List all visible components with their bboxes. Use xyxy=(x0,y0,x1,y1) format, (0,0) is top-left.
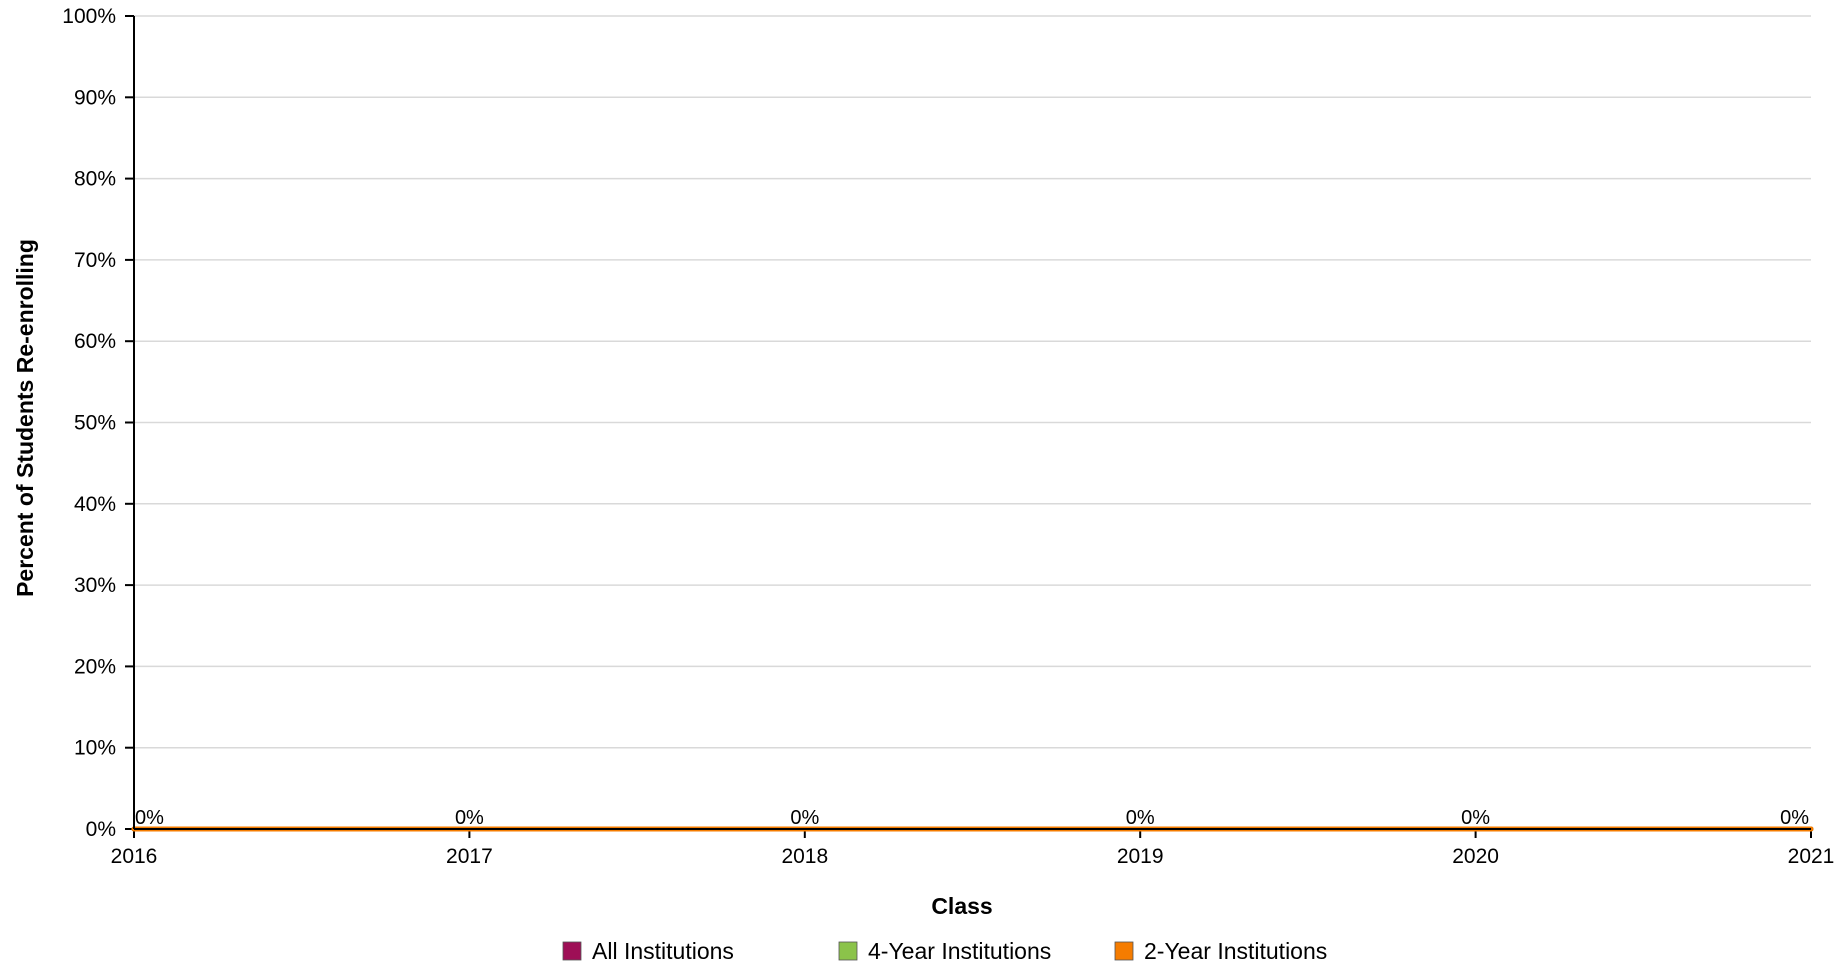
data-labels: 0% 0% 0% 0% 0% 0% xyxy=(135,807,1809,829)
legend-swatch xyxy=(562,941,582,961)
y-tick-label: 60% xyxy=(74,330,116,353)
gridlines xyxy=(134,15,1811,749)
x-tick-label: 2019 xyxy=(1117,845,1164,868)
x-tick-label: 2016 xyxy=(111,845,158,868)
y-tick-label: 100% xyxy=(62,5,116,28)
x-axis-title: Class xyxy=(931,893,992,919)
legend-item[interactable]: 2-Year Institutions xyxy=(1114,938,1327,964)
legend-label: All Institutions xyxy=(592,938,734,964)
y-tick-label: 0% xyxy=(86,818,116,841)
y-tick-label: 80% xyxy=(74,168,116,191)
y-tick-label: 90% xyxy=(74,86,116,109)
data-label: 0% xyxy=(1126,807,1155,829)
legend: All Institutions 4-Year Institutions 2-Yea… xyxy=(562,938,1327,964)
legend-item[interactable]: 4-Year Institutions xyxy=(838,938,1051,964)
y-tick-label: 10% xyxy=(74,737,116,760)
y-tick-label: 20% xyxy=(74,655,116,678)
legend-swatch xyxy=(838,941,858,961)
y-tick-label: 40% xyxy=(74,493,116,516)
legend-label: 4-Year Institutions xyxy=(868,938,1051,964)
data-label: 0% xyxy=(135,807,164,829)
y-tick-label: 30% xyxy=(74,574,116,597)
x-tick-label: 2021 xyxy=(1788,845,1835,868)
y-axis-ticks: 0% 10% 20% 30% 40% 50% 60% 70% 80% 90% 100% xyxy=(62,5,134,841)
x-tick-label: 2018 xyxy=(781,845,828,868)
y-tick-label: 70% xyxy=(74,249,116,272)
x-tick-label: 2017 xyxy=(446,845,493,868)
data-label: 0% xyxy=(790,807,819,829)
y-axis-title: Percent of Students Re-enrolling xyxy=(12,239,38,597)
data-label: 0% xyxy=(455,807,484,829)
x-axis-ticks: 2016 2017 2018 2019 2020 2021 xyxy=(111,829,1835,868)
x-tick-label: 2020 xyxy=(1452,845,1499,868)
data-label: 0% xyxy=(1461,807,1490,829)
data-label: 0% xyxy=(1780,807,1809,829)
legend-swatch xyxy=(1114,941,1134,961)
legend-item[interactable]: All Institutions xyxy=(562,938,734,964)
legend-label: 2-Year Institutions xyxy=(1144,938,1327,964)
y-tick-label: 50% xyxy=(74,412,116,435)
